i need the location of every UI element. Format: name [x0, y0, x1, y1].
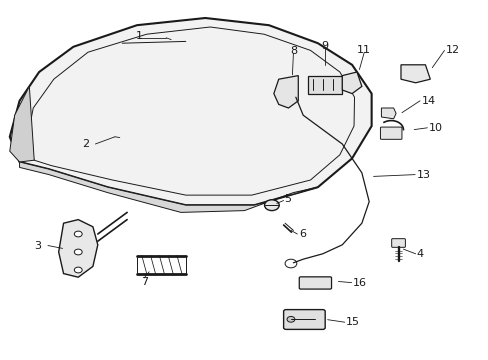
Polygon shape: [342, 72, 361, 94]
Polygon shape: [10, 86, 34, 162]
Text: 1: 1: [136, 31, 142, 41]
Text: 16: 16: [352, 278, 366, 288]
Circle shape: [264, 200, 279, 211]
Text: 5: 5: [284, 194, 291, 204]
Polygon shape: [273, 76, 298, 108]
Text: 4: 4: [416, 249, 423, 259]
Polygon shape: [381, 108, 395, 119]
Text: 2: 2: [82, 139, 89, 149]
Polygon shape: [20, 162, 317, 212]
Text: 3: 3: [35, 240, 41, 251]
FancyBboxPatch shape: [283, 310, 325, 329]
FancyBboxPatch shape: [380, 127, 401, 139]
Circle shape: [286, 316, 294, 322]
FancyBboxPatch shape: [391, 239, 405, 247]
Polygon shape: [10, 18, 371, 205]
Text: 8: 8: [289, 46, 296, 56]
Circle shape: [74, 249, 82, 255]
Text: 10: 10: [428, 123, 442, 133]
Text: 13: 13: [416, 170, 430, 180]
Text: 6: 6: [299, 229, 305, 239]
Polygon shape: [400, 65, 429, 83]
FancyBboxPatch shape: [299, 277, 331, 289]
Polygon shape: [307, 76, 342, 94]
Text: 11: 11: [357, 45, 370, 55]
Circle shape: [74, 267, 82, 273]
Polygon shape: [59, 220, 98, 277]
Text: 9: 9: [321, 41, 328, 51]
Circle shape: [74, 231, 82, 237]
Text: 7: 7: [141, 276, 147, 287]
Text: 12: 12: [445, 45, 459, 55]
Text: 14: 14: [421, 96, 435, 106]
Text: 15: 15: [345, 317, 359, 327]
